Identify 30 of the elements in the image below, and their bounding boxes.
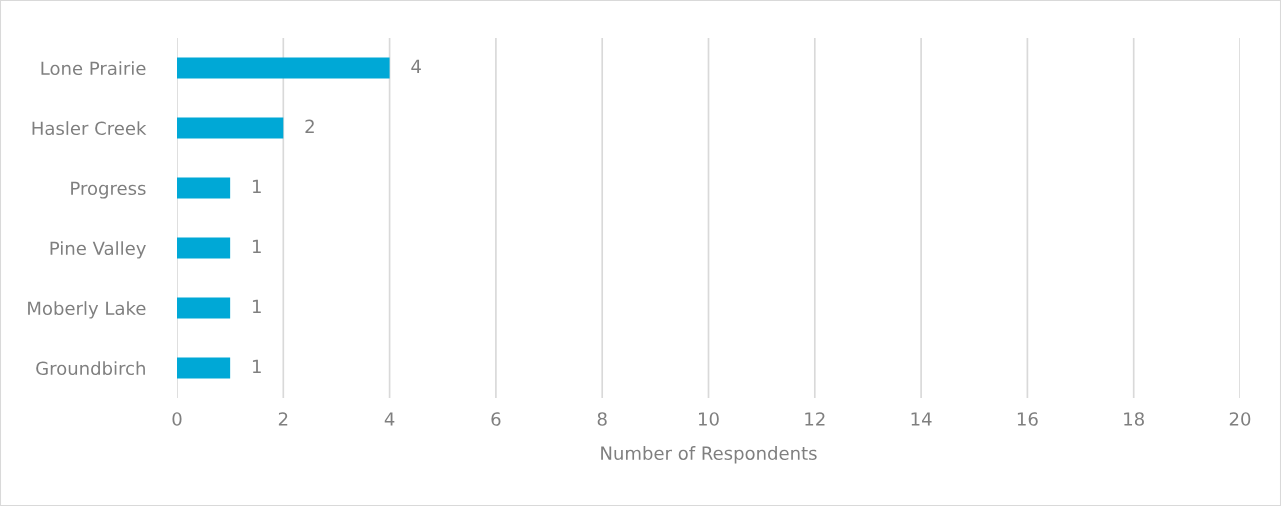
y-tick-label: Groundbirch	[36, 361, 145, 376]
y-tick-label: Hasler Creek	[32, 121, 147, 136]
x-tick-label: 18	[1124, 412, 1144, 426]
bar	[177, 357, 231, 379]
data-label: 1	[252, 179, 261, 193]
bar	[177, 177, 231, 199]
y-tick-label: Progress	[71, 181, 146, 199]
x-tick-label: 12	[805, 412, 825, 426]
y-tick-label: Pine Valley	[50, 241, 146, 259]
x-tick-label: 2	[278, 412, 288, 426]
x-tick-label: 4	[384, 412, 395, 426]
data-label: 1	[252, 239, 261, 253]
y-tick-label: Lone Prairie	[41, 61, 146, 76]
x-tick-label: 6	[491, 412, 501, 426]
bar	[177, 237, 231, 259]
data-label: 4	[411, 59, 421, 73]
bar	[177, 57, 390, 79]
x-tick-label: 0	[172, 412, 182, 426]
x-tick-label: 16	[1017, 412, 1038, 426]
y-tick-label: Moberly Lake	[28, 301, 146, 319]
data-label: 1	[252, 359, 261, 373]
x-tick-label: 14	[911, 412, 932, 426]
x-axis-title: Number of Respondents	[601, 446, 817, 464]
x-tick-label: 10	[699, 412, 719, 426]
data-label: 1	[252, 299, 261, 313]
data-label: 2	[305, 119, 314, 133]
bar	[177, 117, 284, 139]
bar	[177, 297, 231, 319]
x-tick-label: 20	[1229, 412, 1251, 426]
x-tick-label: 8	[597, 412, 607, 426]
